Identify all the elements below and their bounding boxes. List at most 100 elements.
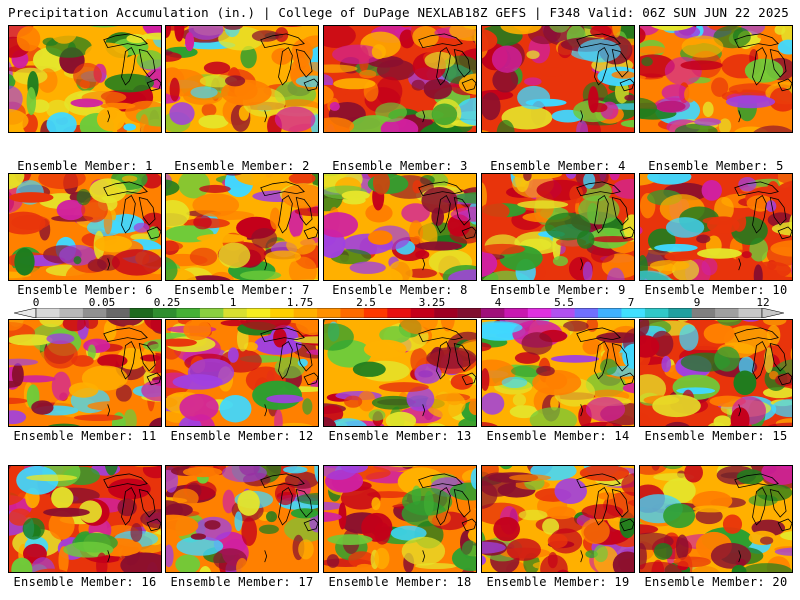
precip-region — [240, 320, 292, 331]
precip-region — [545, 372, 568, 390]
precip-region — [371, 395, 415, 410]
ensemble-member-label: Ensemble Member: 1 — [17, 159, 153, 173]
precip-region — [297, 358, 308, 367]
precip-region — [482, 392, 505, 415]
ensemble-member-map — [8, 25, 162, 133]
precip-region — [178, 174, 210, 199]
ensemble-member-label: Ensemble Member: 16 — [13, 575, 157, 589]
precip-region — [390, 525, 427, 541]
colorbar-segment — [293, 308, 318, 318]
colorbar-max-arrow — [761, 308, 784, 318]
ensemble-member-label: Ensemble Member: 10 — [644, 283, 788, 297]
precip-region — [324, 64, 358, 73]
precip-region — [376, 76, 403, 106]
precip-region — [549, 26, 571, 33]
ensemble-member-map — [323, 319, 477, 427]
precip-region — [776, 174, 792, 184]
precip-region — [649, 259, 690, 271]
precip-region — [227, 347, 239, 363]
precip-region — [9, 410, 27, 425]
precip-region — [97, 354, 128, 368]
precip-region — [363, 339, 407, 359]
precip-region — [576, 120, 589, 132]
precip-region — [47, 423, 81, 426]
precip-region — [166, 49, 173, 56]
precip-region — [31, 400, 54, 415]
precip-region — [468, 398, 476, 416]
precip-region — [169, 77, 180, 102]
coastline-fragment — [107, 550, 111, 563]
precip-region — [378, 382, 429, 393]
coastline-fragment — [107, 110, 111, 123]
precip-region — [769, 87, 792, 111]
colorbar-tick-label: 9 — [693, 296, 701, 309]
ensemble-member-map — [323, 465, 477, 573]
precip-region — [703, 323, 735, 344]
colorbar-segment — [106, 308, 130, 318]
precip-region — [9, 174, 25, 190]
precip-field-map — [324, 174, 476, 280]
precip-region — [140, 508, 161, 529]
precip-region — [780, 531, 792, 541]
colorbar-segment — [363, 308, 388, 318]
precip-region — [424, 51, 456, 70]
precip-region — [517, 200, 569, 209]
precip-region — [38, 174, 86, 190]
ensemble-member-map — [165, 465, 319, 573]
precip-region — [569, 185, 584, 204]
ensemble-member-map — [165, 173, 319, 281]
precip-region — [640, 26, 661, 36]
coastline-fragment — [107, 404, 111, 417]
precip-region — [328, 418, 367, 426]
precip-region — [426, 423, 446, 426]
precip-region — [619, 512, 634, 539]
precip-region — [240, 563, 290, 572]
precip-region — [76, 188, 91, 206]
precip-region — [482, 250, 498, 278]
great-lakes-outline — [734, 327, 792, 386]
precip-region — [718, 118, 732, 132]
precip-region — [415, 241, 463, 251]
precip-region — [387, 260, 413, 280]
precip-region — [368, 230, 393, 245]
precip-region — [34, 568, 68, 572]
precip-region — [741, 563, 792, 572]
precip-region — [681, 35, 724, 58]
precip-region — [554, 478, 588, 504]
precip-region — [521, 332, 553, 355]
precip-region — [482, 555, 486, 566]
precip-region — [665, 421, 690, 426]
precip-region — [324, 501, 344, 511]
precip-region — [654, 243, 698, 252]
precip-region — [295, 75, 318, 88]
precip-region — [492, 67, 519, 93]
precip-region — [405, 268, 438, 278]
precip-region — [765, 200, 777, 212]
precip-region — [482, 243, 526, 255]
precip-region — [696, 234, 711, 244]
precip-region — [585, 396, 626, 422]
precip-region — [286, 235, 316, 255]
precip-region — [324, 320, 329, 322]
precip-region — [654, 97, 691, 113]
colorbar-tick-label: 2.5 — [356, 296, 376, 309]
precip-region — [767, 422, 792, 426]
precip-region — [547, 551, 558, 569]
precip-region — [293, 336, 318, 344]
precip-field-map — [9, 466, 161, 572]
precip-field-map — [9, 174, 161, 280]
colorbar-segment — [434, 308, 458, 318]
precip-region — [374, 547, 390, 570]
precip-region — [423, 78, 453, 100]
precip-region — [697, 248, 742, 259]
great-lakes-outline — [418, 473, 476, 532]
precip-region — [496, 119, 515, 132]
precip-region — [653, 542, 673, 560]
great-lakes-outline — [576, 473, 634, 532]
precip-region — [563, 320, 589, 332]
precip-region — [606, 267, 625, 280]
precip-region — [736, 469, 765, 485]
precip-region — [590, 102, 608, 113]
great-lakes-outline — [734, 33, 792, 92]
coastline-fragment — [107, 258, 111, 271]
